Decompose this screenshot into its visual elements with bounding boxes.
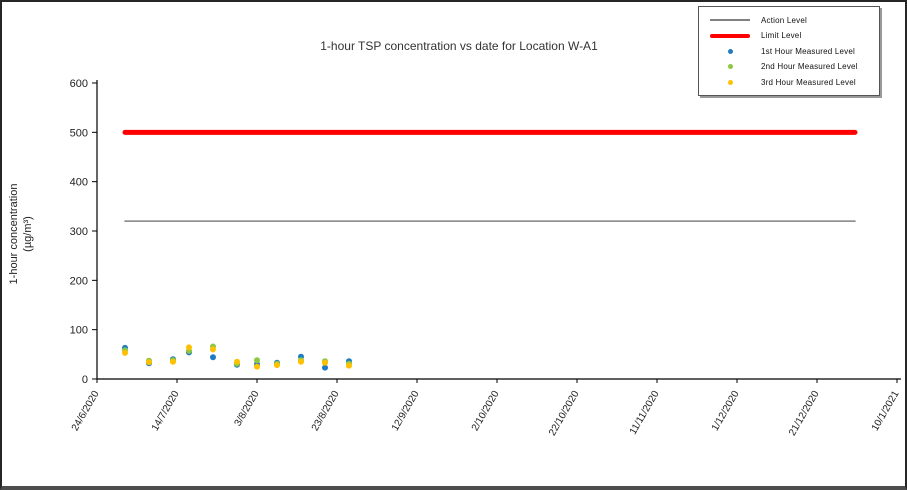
- data-point: [210, 354, 216, 361]
- second-hour-dot-swatch: [727, 64, 733, 69]
- data-point: [234, 358, 240, 365]
- x-tick-label: 23/8/2020: [310, 389, 342, 433]
- x-tick-label: 22/10/2020: [547, 389, 582, 438]
- data-point: [274, 362, 280, 369]
- limit-level-line-swatch: [710, 33, 750, 38]
- y-tick-label: 500: [70, 127, 88, 139]
- third-hour-dot-swatch: [727, 79, 733, 85]
- legend-item-1st-hour: 1st Hour Measured Level: [699, 47, 879, 56]
- y-tick-label: 100: [70, 325, 88, 337]
- data-point: [322, 359, 328, 366]
- legend-label: 2nd Hour Measured Level: [761, 62, 858, 71]
- action-level-line-swatch: [710, 19, 750, 21]
- legend: Action Level Limit Level 1st Hour Measur…: [698, 6, 880, 96]
- x-tick-label: 3/8/2020: [233, 389, 262, 429]
- legend-item-action-level: Action Level: [699, 16, 879, 25]
- data-point: [186, 344, 192, 351]
- data-point: [146, 359, 152, 366]
- legend-label: 1st Hour Measured Level: [761, 46, 855, 56]
- x-tick-label: 21/12/2020: [787, 389, 822, 438]
- legend-label: Limit Level: [761, 31, 802, 40]
- y-tick-label: 200: [70, 275, 88, 287]
- chart-title: 1-hour TSP concentration vs date for Loc…: [320, 39, 598, 53]
- first-hour-dot-swatch: [727, 48, 733, 54]
- data-point: [210, 346, 216, 353]
- y-tick-label: 300: [70, 226, 88, 238]
- data-point: [346, 362, 352, 369]
- x-tick-label: 1/12/2020: [710, 389, 742, 433]
- x-tick-label: 10/1/2021: [870, 389, 902, 433]
- data-point: [254, 363, 260, 370]
- x-tick-label: 12/9/2020: [390, 389, 422, 433]
- data-point: [298, 358, 304, 365]
- legend-item-limit-level: Limit Level: [699, 31, 879, 40]
- y-tick-label: 400: [70, 177, 88, 189]
- x-tick-label: 14/7/2020: [150, 389, 182, 433]
- y-tick-label: 600: [70, 78, 88, 90]
- data-point: [170, 358, 176, 365]
- legend-item-3rd-hour: 3rd Hour Measured Level: [699, 78, 879, 87]
- legend-item-2nd-hour: 2nd Hour Measured Level: [699, 62, 879, 71]
- legend-label: Action Level: [761, 15, 807, 25]
- x-tick-label: 11/11/2020: [628, 389, 662, 437]
- data-point: [254, 357, 260, 364]
- legend-label: 3rd Hour Measured Level: [761, 77, 856, 87]
- x-tick-label: 2/10/2020: [470, 389, 502, 433]
- x-tick-label: 24/6/2020: [70, 389, 102, 433]
- y-tick-label: 0: [82, 374, 88, 386]
- data-point: [322, 364, 328, 371]
- data-point: [122, 349, 128, 356]
